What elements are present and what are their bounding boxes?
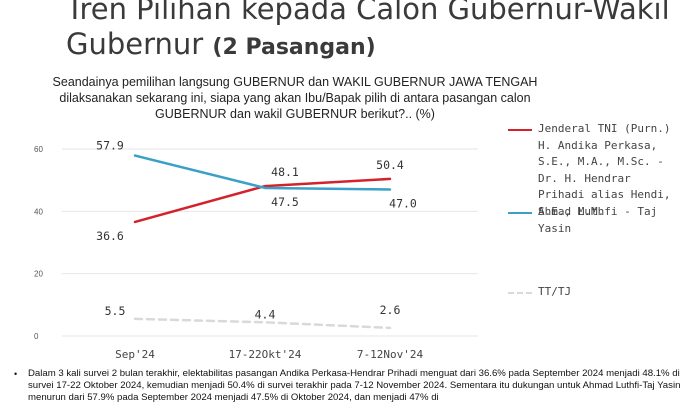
series-line-0: [133, 177, 392, 224]
survey-question: Seandainya pemilihan langsung GUBERNUR d…: [52, 75, 538, 121]
title-line-2: Gubernur: [66, 27, 213, 61]
y-tick-label: 40: [34, 207, 43, 216]
data-label: 2.6: [380, 303, 401, 317]
legend-item-luthfi-yasin: Ahmad Luthfi - Taj Yasin: [508, 204, 683, 237]
data-label: 47.0: [389, 197, 417, 211]
title-line-2-bold: (2 Pasangan): [212, 35, 376, 60]
x-tick-label: 7-12Nov'24: [357, 348, 424, 361]
data-label: 48.1: [271, 165, 299, 179]
data-label: 47.5: [271, 195, 299, 209]
legend-item-andika-hendi: Jenderal TNI (Purn.) H. Andika Perkasa, …: [508, 121, 683, 220]
data-label: 57.9: [96, 139, 124, 153]
data-label: 5.5: [105, 304, 126, 318]
summary-text: Dalam 3 kali survei 2 bulan terakhir, el…: [28, 368, 681, 403]
legend-label: Jenderal TNI (Purn.) H. Andika Perkasa, …: [538, 122, 671, 218]
data-label: 36.6: [96, 229, 124, 243]
legend-swatch-blue: [508, 212, 532, 214]
x-tick-label: 17-22Okt'24: [229, 348, 302, 361]
legend-label: Ahmad Luthfi - Taj Yasin: [538, 205, 658, 235]
y-tick-label: 20: [34, 270, 43, 279]
legend-swatch-gray-dashed: [508, 292, 532, 294]
series-line-1: [133, 154, 392, 191]
bullet-icon: •: [14, 369, 18, 379]
data-label: 50.4: [376, 158, 404, 172]
summary-notes: • Dalam 3 kali survei 2 bulan terakhir, …: [14, 368, 694, 404]
y-tick-label: 0: [34, 332, 39, 341]
legend-label: TT/TJ: [538, 285, 572, 298]
legend-item-tt-tj: TT/TJ: [508, 284, 683, 301]
x-tick-label: Sep'24: [115, 348, 155, 361]
title-line-1: Tren Pilihan kepada Calon Gubernur-Wakil: [66, 0, 670, 26]
legend-swatch-red: [508, 129, 532, 131]
series-line-2: [133, 317, 392, 330]
page-title: Tren Pilihan kepada Calon Gubernur-Wakil…: [66, 0, 686, 65]
y-tick-label: 60: [34, 145, 43, 154]
data-label: 4.4: [255, 307, 276, 321]
